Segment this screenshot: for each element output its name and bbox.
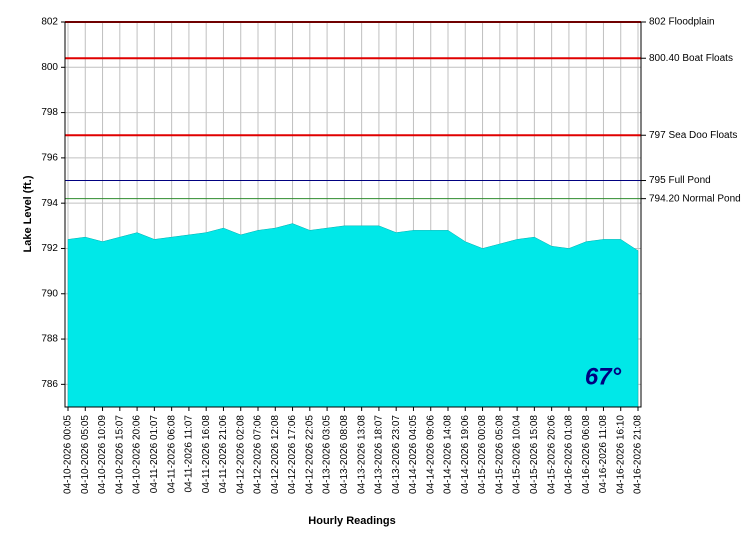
x-tick-label: 04-12-2026 17:06: [287, 415, 298, 494]
x-tick-label: 04-11-2026 01:07: [149, 415, 160, 494]
area: [67, 223, 639, 408]
x-tick-label: 04-10-2026 15:07: [114, 415, 125, 494]
x-tick-label: 04-11-2026 11:07: [184, 415, 195, 493]
x-tick-label: 04-10-2026 20:06: [132, 415, 143, 494]
y-tick-label: 796: [41, 153, 58, 164]
x-tick-label: 04-14-2026 19:06: [460, 415, 471, 494]
x-tick-label: 04-14-2026 09:06: [425, 415, 436, 494]
y-tick-label: 794: [41, 198, 58, 209]
y-axis-title: Lake Level (ft.): [22, 175, 34, 252]
y-tick-label: 786: [41, 379, 58, 390]
x-tick-label: 04-15-2026 10:04: [512, 415, 523, 494]
temperature-badge: [578, 354, 628, 398]
x-tick-label: 04-13-2026 23:07: [391, 415, 402, 494]
x-tick-label: 04-13-2026 03:05: [322, 415, 333, 494]
y-tick-label: 788: [41, 334, 58, 345]
x-tick-label: 04-13-2026 18:07: [374, 415, 385, 494]
y-tick-label: 790: [41, 288, 58, 299]
x-axis-title: Hourly Readings: [308, 515, 395, 527]
temperature: 67°: [585, 363, 622, 390]
x-tick-label: 04-13-2026 13:08: [356, 415, 367, 494]
x-tick-label: 04-16-2026 21:08: [633, 415, 644, 494]
x-tick-label: 04-14-2026 04:05: [408, 415, 419, 494]
x-tick-label: 04-15-2026 15:08: [529, 415, 540, 494]
x-tick-label: 04-15-2026 05:08: [494, 415, 505, 494]
x-tick-label: 04-14-2026 14:08: [443, 415, 454, 494]
x-tick-label: 04-10-2026 00:05: [63, 415, 74, 494]
reference-label: 802 Floodplain: [649, 17, 715, 28]
x-tick-label: 04-12-2026 22:05: [304, 415, 315, 494]
y-tick-label: 800: [41, 62, 58, 73]
reference-label: 794.20 Normal Pond: [649, 193, 741, 204]
reference-label: 795 Full Pond: [649, 175, 711, 186]
reference-label: 800.40 Boat Floats: [649, 53, 733, 64]
x-tick-label: 04-15-2026 20:06: [546, 415, 557, 494]
x-tick-label: 04-11-2026 16:08: [201, 415, 212, 494]
x-tick-label: 04-12-2026 12:08: [270, 415, 281, 494]
y-tick-label: 798: [41, 107, 58, 118]
y-tick-label: 802: [41, 17, 58, 28]
plot-frame: [64, 21, 642, 408]
x-tick-label: 04-13-2026 08:08: [339, 415, 350, 494]
x-tick-label: 04-11-2026 21:06: [218, 415, 229, 494]
x-tick-label: 04-12-2026 02:08: [235, 415, 246, 494]
x-tick-label: 04-10-2026 10:09: [97, 415, 108, 494]
x-tick-label: 04-16-2026 11:08: [598, 415, 609, 494]
x-tick-label: 04-16-2026 16:10: [615, 415, 626, 494]
x-tick-label: 04-11-2026 06:08: [166, 415, 177, 494]
x-tick-label: 04-15-2026 00:08: [477, 415, 488, 494]
x-tick-label: 04-16-2026 06:08: [581, 415, 592, 494]
x-tick-label: 04-10-2026 05:05: [80, 415, 91, 494]
x-tick-label: 04-12-2026 07:06: [253, 415, 264, 494]
x-tick-label: 04-16-2026 01:08: [564, 415, 575, 494]
y-tick-label: 792: [41, 243, 58, 254]
reference-label: 797 Sea Doo Floats: [649, 130, 737, 141]
